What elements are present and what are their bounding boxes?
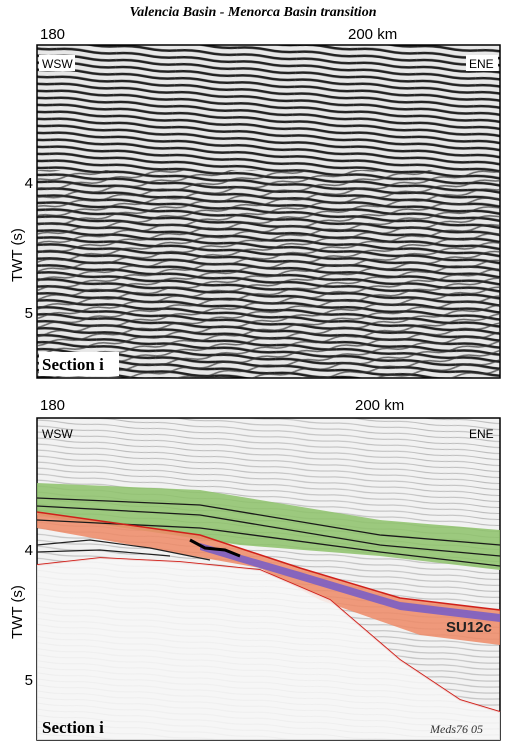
red-unit [37,512,500,645]
y-label: 5 [25,672,33,689]
y-label: 4 [25,542,33,559]
credit: Meds76 05 [429,722,483,736]
unit-label: SU12c [446,619,492,636]
basement [37,558,500,740]
x-label: 180 [40,26,65,43]
x-label: 200 km [355,397,404,414]
section-label: Section i [42,355,104,374]
label-bg [39,55,75,71]
y-axis-title: TWT (s) [9,228,26,282]
horizon-lines [36,539,211,561]
direction-label: WSW [42,57,73,71]
y-label: 4 [25,175,33,192]
label-bg [466,55,498,71]
bottom-panel: 180 200 km 4 5 TWT (s) WSW ENE SU12c Sec… [9,397,501,741]
x-label: 200 km [348,26,397,43]
x-label: 180 [40,397,65,414]
direction-label: ENE [469,427,494,441]
section-label: Section i [42,718,104,737]
label-bg [39,352,119,376]
y-label: 5 [25,305,33,322]
direction-label: ENE [469,57,494,71]
seismic-texture [37,170,500,378]
figure-title: Valencia Basin - Menorca Basin transitio… [129,5,376,20]
direction-label: WSW [42,427,73,441]
fault-marks [189,538,241,558]
red-horizon [36,511,501,611]
top-panel: 180 200 km 4 5 TWT (s) WSW ENE Section i [9,26,501,379]
purple-unit [200,543,500,622]
y-axis-title: TWT (s) [9,585,26,639]
